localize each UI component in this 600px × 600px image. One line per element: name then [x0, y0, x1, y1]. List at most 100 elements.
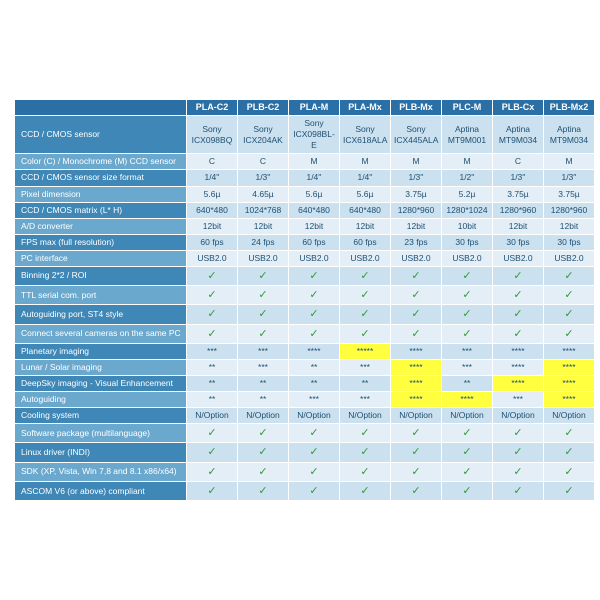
cell: **** — [289, 343, 340, 359]
cell: ✓ — [238, 305, 289, 324]
table-row: ASCOM V6 (or above) compliant✓✓✓✓✓✓✓✓ — [15, 482, 595, 501]
cell: ✓ — [391, 424, 442, 443]
table-row: DeepSky imaging - Visual Enhancement****… — [15, 376, 595, 392]
cell: M — [442, 154, 493, 170]
cell: Aptina MT9M034 — [544, 116, 595, 154]
cell: USB2.0 — [289, 250, 340, 266]
cell: **** — [493, 376, 544, 392]
col-header: PLB-Mx2 — [544, 99, 595, 116]
cell: Sony ICX618ALA — [340, 116, 391, 154]
cell: Sony ICX098BQ — [187, 116, 238, 154]
cell: 1280*960 — [544, 202, 595, 218]
cell: *** — [340, 392, 391, 408]
cell: ✓ — [442, 443, 493, 462]
table-header-row: PLA-C2PLB-C2PLA-MPLA-MxPLB-MxPLC-MPLB-Cx… — [15, 99, 595, 116]
cell: 30 fps — [544, 234, 595, 250]
cell: ✓ — [391, 443, 442, 462]
row-label: Autoguiding port, ST4 style — [15, 305, 187, 324]
row-label: CCD / CMOS sensor size format — [15, 170, 187, 186]
cell: ✓ — [544, 462, 595, 481]
cell: ✓ — [238, 324, 289, 343]
cell: 4.65µ — [238, 186, 289, 202]
col-header: PLB-Mx — [391, 99, 442, 116]
cell: USB2.0 — [238, 250, 289, 266]
cell: ✓ — [391, 305, 442, 324]
table-row: Binning 2*2 / ROI✓✓✓✓✓✓✓✓ — [15, 266, 595, 285]
cell: 3.75µ — [493, 186, 544, 202]
table-row: FPS max (full resolution)60 fps24 fps60 … — [15, 234, 595, 250]
cell: ✓ — [289, 443, 340, 462]
cell: ✓ — [544, 443, 595, 462]
cell: **** — [544, 343, 595, 359]
table-row: TTL serial com. port✓✓✓✓✓✓✓✓ — [15, 286, 595, 305]
cell: ** — [238, 392, 289, 408]
table-row: Planetary imaging***********************… — [15, 343, 595, 359]
cell: ** — [187, 392, 238, 408]
cell: 1/3'' — [493, 170, 544, 186]
cell: C — [187, 154, 238, 170]
cell: 12bit — [289, 218, 340, 234]
cell: ***** — [340, 343, 391, 359]
cell: ✓ — [340, 482, 391, 501]
row-label: ASCOM V6 (or above) compliant — [15, 482, 187, 501]
cell: ✓ — [340, 305, 391, 324]
cell: M — [289, 154, 340, 170]
cell: 5.2µ — [442, 186, 493, 202]
cell: M — [391, 154, 442, 170]
cell: C — [493, 154, 544, 170]
row-label: FPS max (full resolution) — [15, 234, 187, 250]
cell: ** — [340, 376, 391, 392]
cell: ✓ — [544, 424, 595, 443]
cell: ✓ — [493, 424, 544, 443]
cell: N/Option — [187, 408, 238, 424]
table-row: Lunar / Solar imaging*******************… — [15, 360, 595, 376]
row-label: Pixel dimension — [15, 186, 187, 202]
cell: ✓ — [187, 482, 238, 501]
cell: ✓ — [340, 443, 391, 462]
cell: ** — [289, 376, 340, 392]
cell: ✓ — [493, 305, 544, 324]
cell: N/Option — [289, 408, 340, 424]
cell: N/Option — [442, 408, 493, 424]
cell: *** — [238, 343, 289, 359]
cell: **** — [442, 392, 493, 408]
cell: ✓ — [238, 443, 289, 462]
cell: USB2.0 — [340, 250, 391, 266]
row-label: CCD / CMOS sensor — [15, 116, 187, 154]
cell: USB2.0 — [187, 250, 238, 266]
table-row: PC interfaceUSB2.0USB2.0USB2.0USB2.0USB2… — [15, 250, 595, 266]
cell: ✓ — [187, 266, 238, 285]
row-label: PC interface — [15, 250, 187, 266]
row-label: Lunar / Solar imaging — [15, 360, 187, 376]
cell: ✓ — [187, 286, 238, 305]
cell: ✓ — [442, 286, 493, 305]
row-label: DeepSky imaging - Visual Enhancement — [15, 376, 187, 392]
col-header: PLA-M — [289, 99, 340, 116]
cell: ✓ — [442, 424, 493, 443]
cell: **** — [493, 360, 544, 376]
cell: ✓ — [187, 462, 238, 481]
cell: ✓ — [544, 305, 595, 324]
cell: N/Option — [493, 408, 544, 424]
cell: ✓ — [391, 462, 442, 481]
cell: N/Option — [340, 408, 391, 424]
cell: ✓ — [493, 324, 544, 343]
cell: ✓ — [442, 482, 493, 501]
row-label: Software package (multilanguage) — [15, 424, 187, 443]
cell: ✓ — [391, 324, 442, 343]
cell: ✓ — [289, 286, 340, 305]
cell: 60 fps — [187, 234, 238, 250]
cell: ✓ — [187, 443, 238, 462]
cell: ✓ — [544, 482, 595, 501]
cell: 5.6µ — [289, 186, 340, 202]
cell: 60 fps — [340, 234, 391, 250]
cell: 5.6µ — [187, 186, 238, 202]
cell: ✓ — [544, 266, 595, 285]
cell: ✓ — [391, 286, 442, 305]
cell: *** — [442, 343, 493, 359]
cell: 1/4'' — [187, 170, 238, 186]
table-row: Software package (multilanguage)✓✓✓✓✓✓✓✓ — [15, 424, 595, 443]
cell: 1/4'' — [340, 170, 391, 186]
cell: 30 fps — [442, 234, 493, 250]
cell: 12bit — [340, 218, 391, 234]
